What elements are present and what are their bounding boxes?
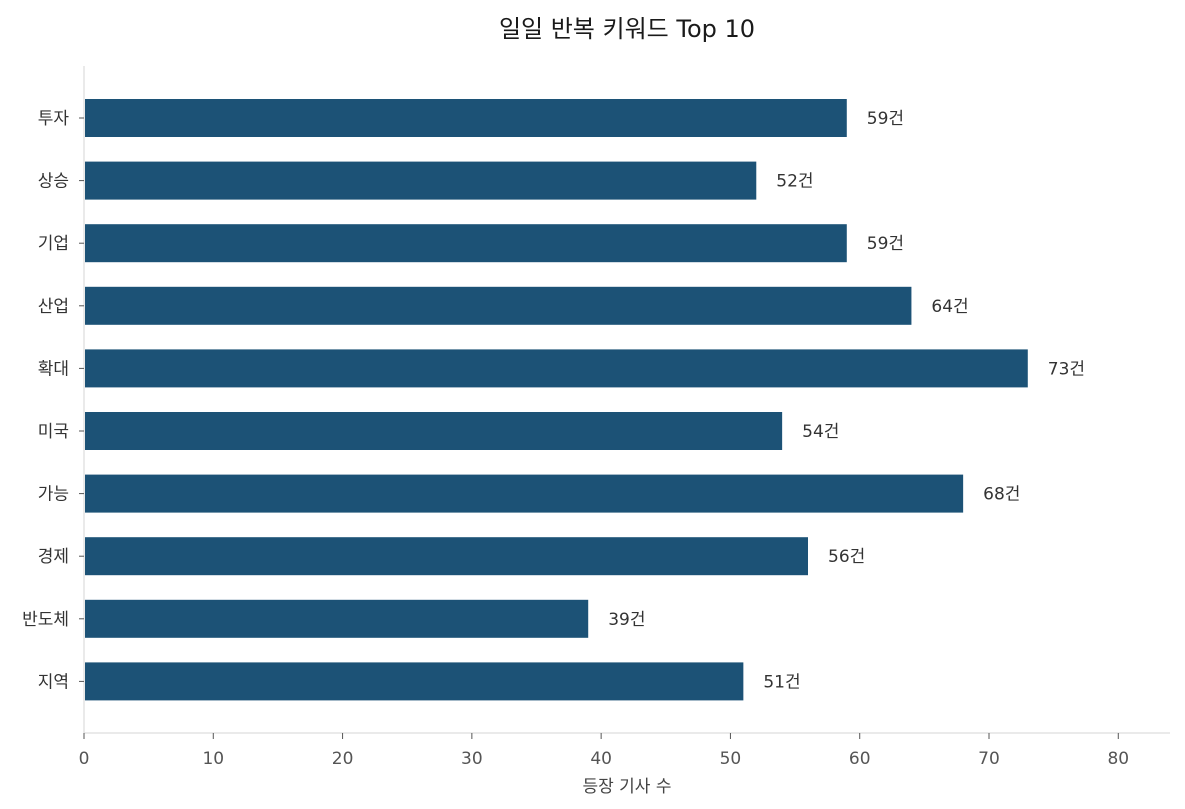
x-tick-label: 0 [79, 749, 90, 769]
category-label: 지역 [38, 672, 69, 692]
x-tick-label: 50 [720, 749, 742, 769]
x-tick-label: 60 [849, 749, 871, 769]
bar-기업 [85, 224, 847, 263]
category-label: 미국 [38, 422, 69, 442]
value-label: 51건 [763, 672, 800, 692]
value-label: 56건 [828, 547, 865, 567]
value-labels: 59건 52건 59건 64건 73건 54건 68건 56건 39건 51건 [608, 109, 1085, 692]
bar-경제 [85, 537, 808, 576]
category-label: 투자 [38, 109, 70, 129]
value-label: 39건 [608, 610, 645, 630]
bar-투자 [85, 99, 847, 137]
bars-group [85, 99, 1028, 701]
value-label: 64건 [931, 297, 968, 317]
value-label: 73건 [1048, 359, 1085, 379]
bar-지역 [85, 662, 744, 701]
x-tick-label: 70 [978, 749, 1000, 769]
x-tick-label: 30 [461, 749, 483, 769]
x-tick-label: 10 [202, 749, 224, 769]
x-tick-label: 40 [590, 749, 612, 769]
category-label: 경제 [38, 547, 69, 567]
bar-가능 [85, 474, 964, 513]
bar-확대 [85, 349, 1028, 388]
value-label: 59건 [867, 109, 904, 129]
x-axis-title: 등장 기사 수 [582, 777, 671, 797]
category-label: 반도체 [22, 610, 69, 630]
category-label: 가능 [38, 485, 69, 505]
category-label: 기업 [38, 234, 69, 254]
x-tick-label: 20 [332, 749, 354, 769]
value-label: 52건 [776, 172, 813, 192]
category-label: 상승 [38, 172, 69, 192]
category-label: 산업 [38, 297, 69, 317]
x-ticks: 0 10 20 30 40 50 60 70 80 [79, 733, 1129, 769]
bar-미국 [85, 412, 783, 450]
value-label: 59건 [867, 234, 904, 254]
value-label: 68건 [983, 485, 1020, 505]
bar-반도체 [85, 599, 589, 638]
value-label: 54건 [802, 422, 839, 442]
bar-상승 [85, 161, 757, 200]
bar-산업 [85, 286, 912, 325]
category-label: 확대 [38, 359, 69, 379]
x-tick-label: 80 [1107, 749, 1129, 769]
chart-title: 일일 반복 키워드 Top 10 [499, 15, 755, 43]
